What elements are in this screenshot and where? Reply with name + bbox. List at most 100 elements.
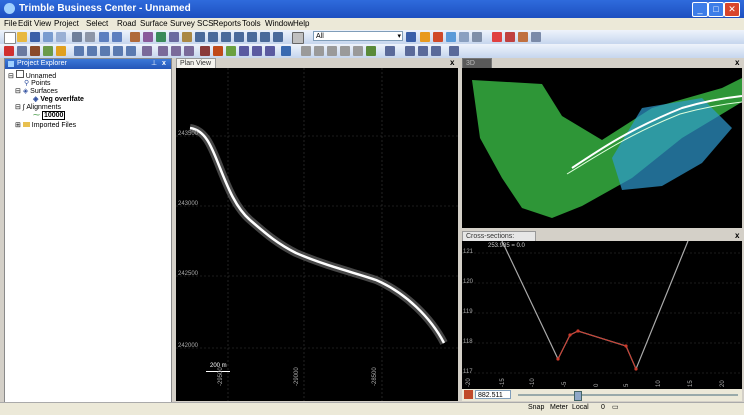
pin-icon[interactable] [472,32,482,42]
rotate-icon[interactable] [182,32,192,42]
menu-surface[interactable]: Surface [140,19,168,28]
corridor-icon[interactable] [158,46,168,56]
import-icon[interactable] [43,32,53,42]
layer-icon[interactable] [420,32,430,42]
properties-icon[interactable] [459,32,469,42]
snap-mid-icon[interactable] [327,46,337,56]
view-sheet-icon[interactable] [247,32,257,42]
tab-plan-view[interactable]: Plan View [176,58,216,68]
close-plan-view-icon[interactable]: x [450,58,455,67]
survey-icon[interactable] [200,46,210,56]
station-slider-thumb[interactable] [574,391,582,401]
tree-item-points[interactable]: ⚲ Points [24,79,51,87]
refresh-icon[interactable] [531,32,541,42]
delete-icon[interactable] [4,46,14,56]
color-icon[interactable] [433,32,443,42]
template-icon[interactable] [171,46,181,56]
measure-icon[interactable] [446,32,456,42]
menu-help[interactable]: Help [293,19,310,28]
close-3d-view-icon[interactable]: x [735,58,740,67]
3d-view-canvas[interactable] [462,68,742,228]
view-list-icon[interactable] [260,32,270,42]
text-icon[interactable] [405,46,415,56]
menu-file[interactable]: File [4,19,17,28]
status-units[interactable]: Meter [550,404,568,411]
tree-item-alignment[interactable]: ⁓ 10000 [33,111,66,120]
lasso-icon[interactable] [43,46,53,56]
station-slider-track[interactable] [518,394,738,396]
tree-item-imported[interactable]: ⊞ Imported Files [15,121,76,129]
collapse-icon[interactable]: ⊟ [15,104,21,111]
snap-end-icon[interactable] [314,46,324,56]
dimension-icon[interactable] [418,46,428,56]
surface-icon[interactable] [74,46,84,56]
tab-3d-view[interactable]: 3D View [462,58,492,77]
view-plan-icon[interactable] [195,32,205,42]
zoom-extents-icon[interactable] [492,32,502,42]
status-coords[interactable]: Local [572,404,589,411]
close-panel-icon[interactable]: x [162,60,166,67]
view-section-icon[interactable] [221,32,231,42]
open-icon[interactable] [17,32,27,42]
menu-road[interactable]: Road [117,19,137,28]
cad-point-icon[interactable] [281,46,291,56]
tree-item-alignments[interactable]: ⊟ ∫ Alignments [15,103,61,111]
menu-reports[interactable]: Reports [213,19,242,28]
volume-icon[interactable] [113,46,123,56]
snap-intersection-icon[interactable] [340,46,350,56]
minimize-button[interactable]: _ [692,2,708,17]
export-icon[interactable] [56,32,66,42]
traverse-icon[interactable] [252,46,262,56]
menu-tools[interactable]: Tools [242,19,261,28]
expand-icon[interactable]: ⊞ [15,122,21,129]
status-snap[interactable]: Snap [528,404,545,411]
select-icon[interactable] [30,46,40,56]
print-icon[interactable] [72,32,82,42]
tree-item-surfaces[interactable]: ⊟ ◈ Surfaces [15,87,58,95]
snap-point-icon[interactable] [301,46,311,56]
move-icon[interactable] [56,46,66,56]
station-icon[interactable] [213,46,223,56]
filter-icon[interactable] [406,32,416,42]
cross-section-canvas[interactable]: 253.985 = 0.0 121 120 119 118 117 -20 -1… [462,241,742,389]
station-input[interactable]: 882.511 [475,390,511,399]
menu-survey[interactable]: Survey [170,19,195,28]
label-icon[interactable] [385,46,395,56]
pan-icon[interactable] [518,32,528,42]
collapse-icon[interactable]: ⊟ [8,73,14,80]
close-button[interactable]: ✕ [724,2,740,17]
menu-view[interactable]: View [34,19,52,28]
undo-icon[interactable] [99,32,109,42]
line-icon[interactable] [143,32,153,42]
polyline-icon[interactable] [156,32,166,42]
filter-combo[interactable]: All ▾ [313,31,403,41]
redo-icon[interactable] [112,32,122,42]
zoom-window-icon[interactable] [505,32,515,42]
view-options-icon[interactable] [273,32,283,42]
menu-edit[interactable]: Edit [18,19,32,28]
save-icon[interactable] [30,32,40,42]
maximize-button[interactable]: □ [708,2,724,17]
tree-root[interactable]: ⊟ Unnamed [8,70,56,80]
grid-icon[interactable] [292,32,304,44]
print-preview-icon[interactable] [85,32,95,42]
new-icon[interactable] [4,32,16,44]
leader-icon[interactable] [431,46,441,56]
adjust-icon[interactable] [265,46,275,56]
menu-scs[interactable]: SCS [197,19,214,28]
zoom-in-icon[interactable] [17,46,27,56]
cogo-icon[interactable] [130,32,140,42]
snap-options-icon[interactable] [366,46,376,56]
report-icon[interactable] [449,46,459,56]
menu-project[interactable]: Project [54,19,79,28]
string-icon[interactable] [184,46,194,56]
gnss-icon[interactable] [226,46,236,56]
close-cross-section-icon[interactable]: x [735,231,740,240]
tree-item-surface[interactable]: ◈ Veg overlfate [33,95,84,103]
view-profile-icon[interactable] [234,32,244,42]
view-3d-icon[interactable] [208,32,218,42]
menu-window[interactable]: Window [265,19,294,28]
level-icon[interactable] [239,46,249,56]
arc-icon[interactable] [169,32,179,42]
contour-icon[interactable] [87,46,97,56]
